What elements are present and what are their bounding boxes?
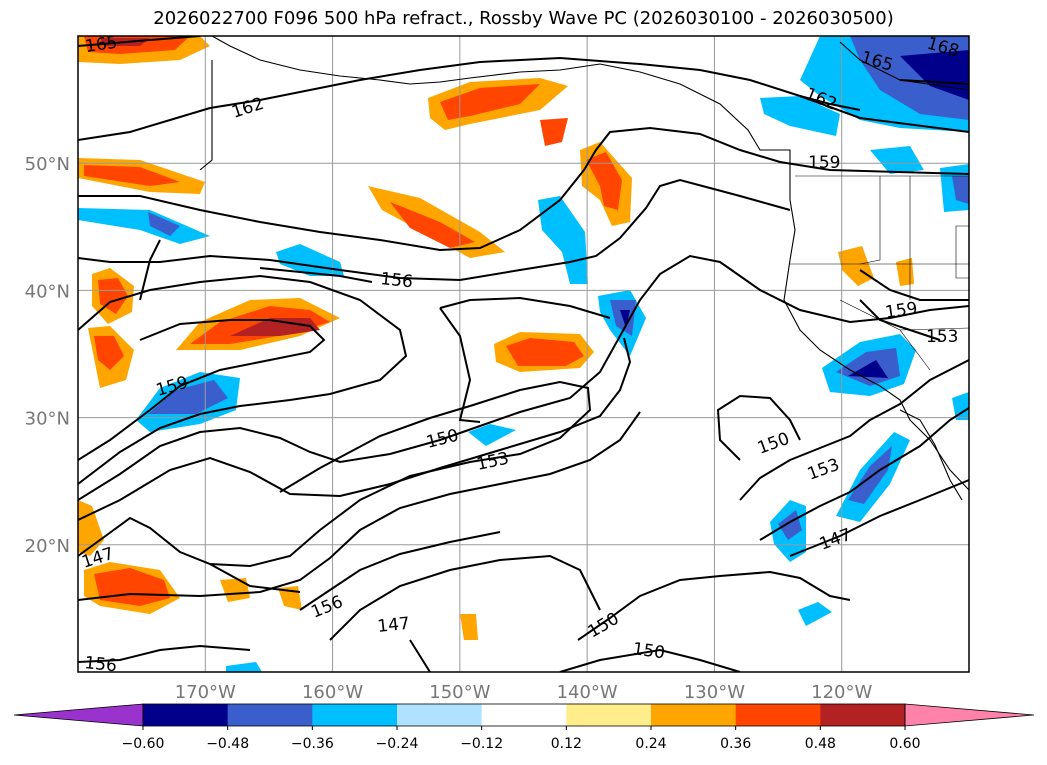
contour-label: 156	[83, 653, 117, 676]
latitude-label: 20°N	[25, 536, 70, 557]
colorbar-tick-label: −0.24	[376, 736, 419, 752]
plot-frame	[77, 35, 970, 673]
colorbar-swatch	[481, 704, 567, 726]
longitude-labels: 170°W 160°W 150°W 140°W 130°W 120°W	[175, 682, 873, 703]
contour-label: 165	[84, 33, 119, 57]
contour-label: 153	[926, 327, 958, 347]
longitude-label: 150°W	[429, 682, 490, 703]
colorbar-swatch	[312, 704, 398, 726]
colorbar-swatch	[735, 704, 821, 726]
longitude-label: 130°W	[684, 682, 745, 703]
colorbar-tick-label: −0.48	[206, 736, 249, 752]
contour-label: 150	[631, 639, 666, 663]
longitude-label: 120°W	[811, 682, 872, 703]
colorbar-swatch	[566, 704, 652, 726]
colorbar-swatch	[397, 704, 483, 726]
latitude-label: 30°N	[25, 409, 70, 430]
colorbar-extend-high	[904, 703, 1035, 727]
borders	[790, 175, 969, 371]
colorbar-tick-labels: −0.60 −0.48 −0.36 −0.24 −0.12 0.12 0.24 0.36 0.4…	[122, 726, 921, 752]
colorbar-tick-label: 0.36	[720, 736, 751, 752]
height-contours	[78, 36, 969, 672]
colorbar-frame	[142, 703, 906, 727]
colorbar-swatch	[820, 704, 906, 726]
colorbar-tick-label: −0.36	[291, 736, 334, 752]
colorbar-tick-label: 0.48	[805, 736, 836, 752]
contour-label: 159	[808, 153, 840, 173]
colorbar	[13, 703, 1035, 727]
colorbar-swatch	[227, 704, 313, 726]
colorbar-swatch	[143, 704, 229, 726]
colorbar-tick-label: 0.24	[635, 736, 666, 752]
contour-label: 159	[884, 299, 919, 323]
contour-label: 147	[376, 614, 410, 637]
colorbar-tick-label: −0.12	[460, 736, 503, 752]
longitude-label: 140°W	[557, 682, 618, 703]
colorbar-extend-low	[13, 703, 144, 727]
longitude-label: 160°W	[302, 682, 363, 703]
colorbar-tick-label: −0.60	[122, 736, 165, 752]
map-title: 2026022700 F096 500 hPa refract., Rossby…	[153, 8, 894, 29]
contour-label: 156	[379, 269, 413, 292]
latitude-labels: 20°N 30°N 40°N 50°N	[25, 154, 70, 557]
longitude-label: 170°W	[175, 682, 236, 703]
graticule	[78, 36, 969, 672]
latitude-label: 50°N	[25, 154, 70, 175]
colorbar-tick-label: 0.60	[889, 736, 920, 752]
colorbar-tick-label: 0.12	[551, 736, 582, 752]
latitude-label: 40°N	[25, 281, 70, 302]
colorbar-swatch	[651, 704, 737, 726]
